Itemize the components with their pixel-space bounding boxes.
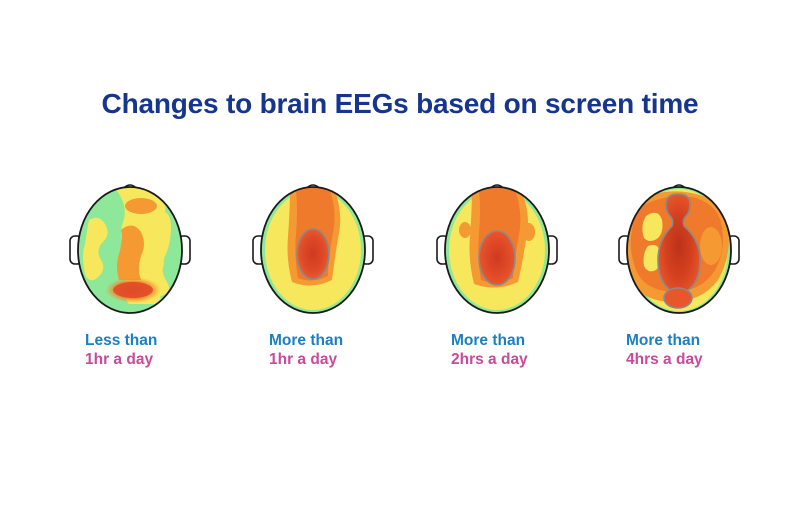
label-duration-qualifier: More than xyxy=(451,332,526,349)
pocket-right-orange xyxy=(700,227,722,265)
scalp-outline xyxy=(77,186,183,314)
label-duration-qualifier: Less than xyxy=(85,332,158,349)
brain-label-row: Less than 1hr a day More than 1hr a day … xyxy=(0,332,800,388)
scalp-heat-field xyxy=(627,187,731,313)
brain-heatmap-less-than-1hr xyxy=(69,184,191,314)
inferior-hotspot-contour xyxy=(663,287,693,309)
label-duration-qualifier: More than xyxy=(269,332,344,349)
label-duration-value: 1hr a day xyxy=(85,351,154,369)
contour-ring xyxy=(296,228,330,280)
brain-label-more-than-2hrs: More than 2hrs a day xyxy=(451,332,631,369)
brain-heatmap-more-than-4hrs xyxy=(618,184,740,314)
lateral-spot-right xyxy=(523,223,535,241)
pocket-left-yellow-lower xyxy=(643,244,661,272)
inferior-hotspot xyxy=(664,288,692,308)
brain-map-row xyxy=(0,172,800,322)
brain-heatmap-more-than-2hrs xyxy=(436,184,558,314)
scalp-outline xyxy=(260,186,366,314)
central-hotspot xyxy=(658,194,700,294)
brain-label-more-than-4hrs: More than 4hrs a day xyxy=(626,332,800,369)
brain-heatmap-more-than-1hr xyxy=(252,184,374,314)
scalp-heat-field xyxy=(445,187,549,313)
page-title: Changes to brain EEGs based on screen ti… xyxy=(101,88,699,119)
scalp-heat-field xyxy=(78,187,182,313)
brain-figure-more-than-1hr xyxy=(228,172,398,322)
contour-ring xyxy=(478,230,516,286)
label-duration-value: 4hrs a day xyxy=(626,351,703,369)
pocket-left-yellow xyxy=(642,212,663,241)
brain-label-less-than-1hr: Less than 1hr a day xyxy=(85,332,265,369)
brain-figure-more-than-2hrs xyxy=(412,172,582,322)
label-duration-qualifier: More than xyxy=(626,332,701,349)
lateral-spot-left xyxy=(459,222,471,238)
brain-figure-less-than-1hr xyxy=(45,172,215,322)
label-duration-value: 1hr a day xyxy=(269,351,338,369)
scalp-heat-field xyxy=(261,187,365,313)
scalp-outline xyxy=(626,186,732,314)
scalp-outline xyxy=(444,186,550,314)
brain-label-more-than-1hr: More than 1hr a day xyxy=(269,332,449,369)
brain-figure-more-than-4hrs xyxy=(594,172,764,322)
label-duration-value: 2hrs a day xyxy=(451,351,528,369)
